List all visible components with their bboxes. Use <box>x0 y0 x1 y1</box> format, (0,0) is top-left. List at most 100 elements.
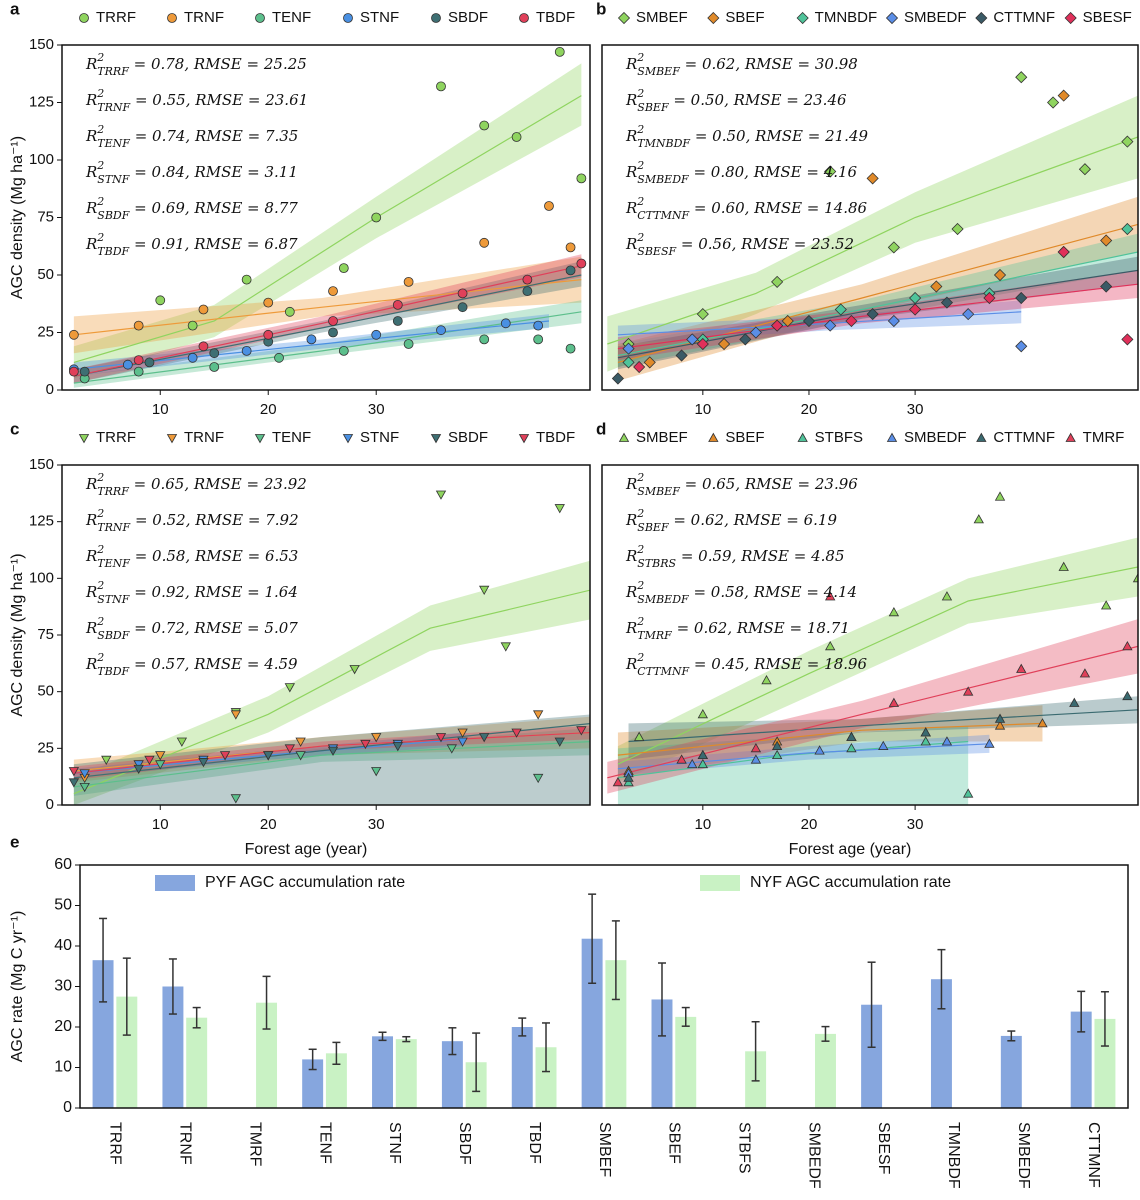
data-point <box>962 308 975 321</box>
data-point <box>824 165 837 178</box>
panel-label: a <box>10 0 20 18</box>
stat-text: = 0.58, RMSE = 4.14 <box>689 583 857 601</box>
legend-marker <box>885 11 899 25</box>
data-point <box>951 222 964 236</box>
stat-annotation: R2 TMNBDF = 0.50, RMSE = 21.49 <box>625 123 868 150</box>
bar <box>535 1047 557 1108</box>
data-point <box>68 329 79 340</box>
x-tick-label: 20 <box>260 816 277 833</box>
legend-marker <box>255 13 265 23</box>
stat-symbol: R <box>625 55 637 73</box>
confidence-band <box>607 95 1138 372</box>
data-point <box>993 268 1007 282</box>
data-point <box>771 740 783 750</box>
bar <box>1000 1035 1022 1108</box>
data-point <box>1015 71 1028 84</box>
stat-subscript: CTTMNF <box>637 209 689 222</box>
data-point <box>761 675 772 685</box>
data-point <box>133 760 144 770</box>
legend-label: TBDF <box>536 429 575 446</box>
plot-frame <box>79 864 1129 1109</box>
stat-text: = 0.62, RMSE = 30.98 <box>680 55 858 73</box>
fit-line <box>73 274 582 377</box>
data-point <box>479 120 490 131</box>
y-tick-label: 60 <box>54 856 72 873</box>
stat-text: = 0.50, RMSE = 21.49 <box>690 127 868 145</box>
legend-label: TENF <box>272 429 311 446</box>
legend-swatch <box>700 875 740 891</box>
data-point <box>1058 561 1069 571</box>
data-point <box>263 297 274 308</box>
bar <box>930 979 952 1108</box>
stat-annotation: R2 STBRS = 0.59, RMSE = 4.85 <box>625 543 845 570</box>
legend-marker <box>1065 432 1076 442</box>
bar <box>814 1033 836 1108</box>
legend-marker <box>254 434 266 444</box>
data-point <box>1100 280 1113 293</box>
data-point <box>457 728 468 738</box>
stat-text: = 0.84, RMSE = 3.11 <box>129 163 297 181</box>
data-point <box>133 764 144 775</box>
stat-text: = 0.57, RMSE = 4.59 <box>129 655 298 673</box>
y-tick-label: 150 <box>29 456 54 473</box>
data-point <box>750 754 762 764</box>
stat-text: = 0.56, RMSE = 23.52 <box>676 235 854 253</box>
data-point <box>209 362 220 372</box>
y-tick-label: 75 <box>37 626 54 643</box>
data-point <box>824 319 837 332</box>
data-point <box>576 173 587 184</box>
data-point <box>866 308 879 321</box>
legend-label: PYF AGC accumulation rate <box>205 874 405 891</box>
stat-power: 2 <box>636 51 644 64</box>
x-tick-label: STNF <box>386 1122 403 1164</box>
confidence-band <box>73 560 590 805</box>
legend-label: TRNF <box>184 429 224 446</box>
stat-annotation: R2 TRRF = 0.78, RMSE = 25.25 <box>85 51 307 78</box>
data-point <box>749 326 762 339</box>
stat-annotation: R2 TENF = 0.74, RMSE = 7.35 <box>85 123 298 150</box>
data-point <box>371 767 382 777</box>
data-point <box>328 327 338 338</box>
stat-annotation: R2 SMBEF = 0.65, RMSE = 23.96 <box>625 471 858 498</box>
data-point <box>500 642 511 652</box>
stat-annotation: R2 SBESF = 0.56, RMSE = 23.52 <box>625 231 854 258</box>
legend-marker <box>797 432 808 442</box>
fit-line <box>73 311 582 384</box>
data-point <box>284 306 295 317</box>
bar <box>256 1002 278 1108</box>
stat-annotation: R2 TENF = 0.58, RMSE = 6.53 <box>85 543 298 570</box>
stat-subscript: TRNF <box>97 521 130 534</box>
stat-text: = 0.65, RMSE = 23.92 <box>129 475 307 493</box>
stat-annotation: R2 STNF = 0.84, RMSE = 3.11 <box>85 159 298 186</box>
stat-annotation: R2 CTTMNF = 0.45, RMSE = 18.96 <box>625 651 868 678</box>
stat-text: = 0.78, RMSE = 25.25 <box>129 55 307 73</box>
y-tick-label: 125 <box>29 93 54 110</box>
data-point <box>675 349 688 362</box>
legend-label: SBDF <box>448 429 488 446</box>
bar <box>861 1004 883 1108</box>
legend-marker <box>886 432 898 442</box>
data-point <box>825 591 836 601</box>
stat-symbol: R <box>625 583 637 601</box>
data-point <box>209 348 220 359</box>
data-point <box>1057 245 1070 259</box>
data-point <box>576 258 587 269</box>
y-axis-label: AGC density (Mg ha⁻¹) <box>9 136 26 299</box>
data-point <box>717 337 731 351</box>
legend-label: TRRF <box>96 9 136 26</box>
data-point <box>920 736 931 746</box>
fit-line <box>607 136 1138 345</box>
stat-text: = 0.92, RMSE = 1.64 <box>129 583 297 601</box>
stat-symbol: R <box>85 655 97 673</box>
stat-subscript: SMBEDF <box>637 593 689 606</box>
data-point <box>554 737 565 747</box>
legend-marker <box>618 432 630 442</box>
data-point <box>392 742 403 752</box>
stat-subscript: TMRF <box>637 629 672 642</box>
legend-label: SMBEDF <box>904 429 967 446</box>
data-point <box>436 325 446 336</box>
x-tick-label: SBESF <box>875 1122 892 1175</box>
data-point <box>133 320 144 331</box>
stat-subscript: TRNF <box>97 101 130 114</box>
data-point <box>79 769 90 779</box>
